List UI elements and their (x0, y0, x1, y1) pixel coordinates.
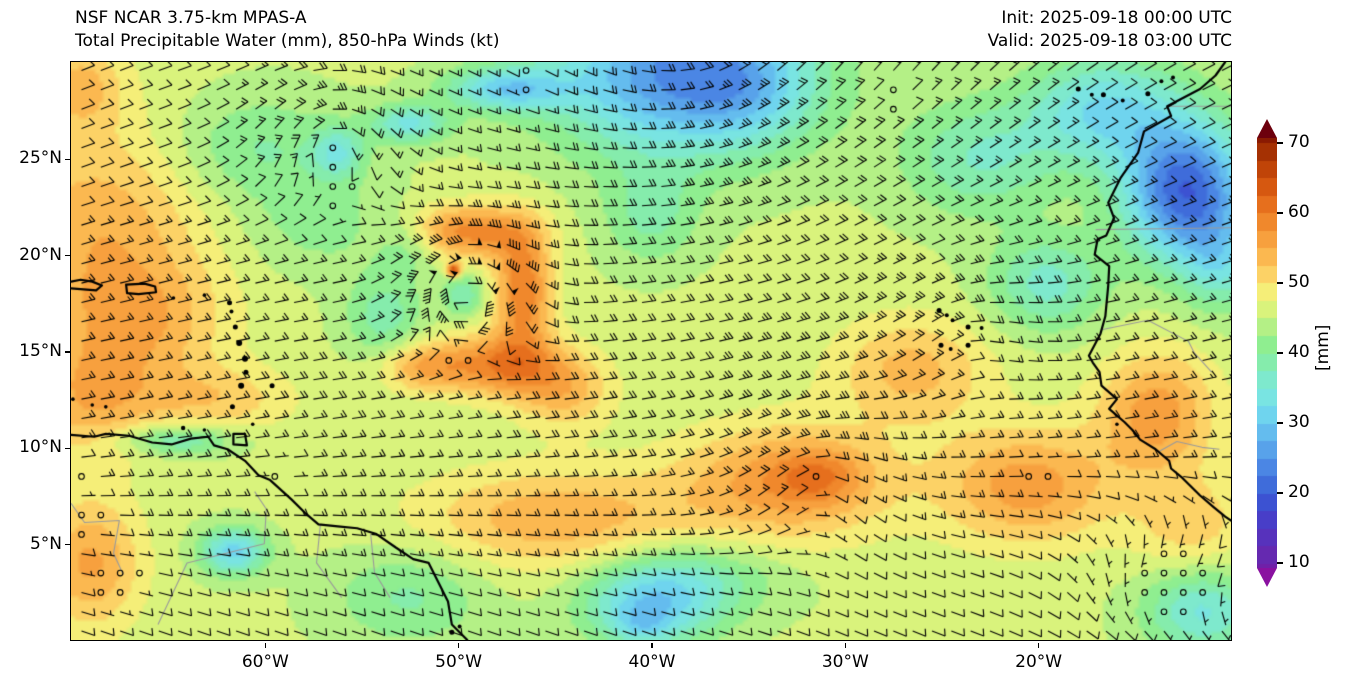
y-tick-label: 20°N (19, 244, 62, 265)
colorbar-tick-mark (1277, 282, 1283, 284)
colorbar-tick-label: 40 (1288, 342, 1310, 362)
x-tick-label: 30°W (821, 652, 869, 672)
x-tick-label: 40°W (628, 652, 676, 672)
x-tick-label: 20°W (1015, 652, 1063, 672)
colorbar-tick-mark (1277, 422, 1283, 424)
valid-time-label: Valid: 2025-09-18 03:00 UTC (987, 31, 1232, 51)
y-tick-label: 5°N (29, 533, 62, 554)
colorbar-tick-mark (1277, 142, 1283, 144)
x-tick-mark (651, 643, 653, 648)
colorbar (1257, 138, 1277, 568)
y-tick-mark (65, 351, 70, 353)
map-plot-area (70, 61, 1232, 641)
colorbar-extend-under-triangle (1257, 568, 1277, 587)
x-tick-mark (457, 643, 460, 648)
x-tick-mark (844, 643, 847, 648)
init-time-label: Init: 2025-09-18 00:00 UTC (1001, 8, 1232, 28)
colorbar-tick-label: 60 (1288, 201, 1310, 222)
colorbar-tick-label: 70 (1288, 131, 1310, 152)
colorbar-tick-mark (1277, 352, 1283, 354)
colorbar-tick-label: 30 (1288, 412, 1310, 432)
x-tick-label: 50°W (435, 652, 483, 672)
colorbar-tick-label: 10 (1288, 552, 1310, 573)
y-tick-label: 25°N (19, 148, 62, 169)
field-title: Total Precipitable Water (mm), 850-hPa W… (75, 31, 500, 51)
y-tick-mark (65, 158, 70, 161)
x-tick-mark (264, 643, 267, 648)
colorbar-unit-label: [mm] (1313, 324, 1333, 371)
tpw-wind-map-canvas (71, 62, 1231, 640)
y-tick-mark (65, 254, 70, 257)
colorbar-extend-over-triangle (1257, 119, 1277, 138)
colorbar-tick-label: 50 (1288, 271, 1310, 292)
colorbar-tick-label: 20 (1288, 482, 1310, 503)
y-tick-mark (65, 543, 70, 546)
x-tick-label: 60°W (241, 652, 289, 672)
y-tick-label: 15°N (19, 341, 62, 361)
y-tick-mark (65, 447, 70, 450)
model-title: NSF NCAR 3.75-km MPAS-A (75, 8, 307, 28)
colorbar-tick-mark (1277, 492, 1283, 494)
colorbar-tick-mark (1277, 562, 1283, 564)
x-tick-mark (1037, 643, 1040, 648)
y-tick-label: 10°N (19, 437, 62, 458)
colorbar-tick-mark (1277, 212, 1283, 214)
